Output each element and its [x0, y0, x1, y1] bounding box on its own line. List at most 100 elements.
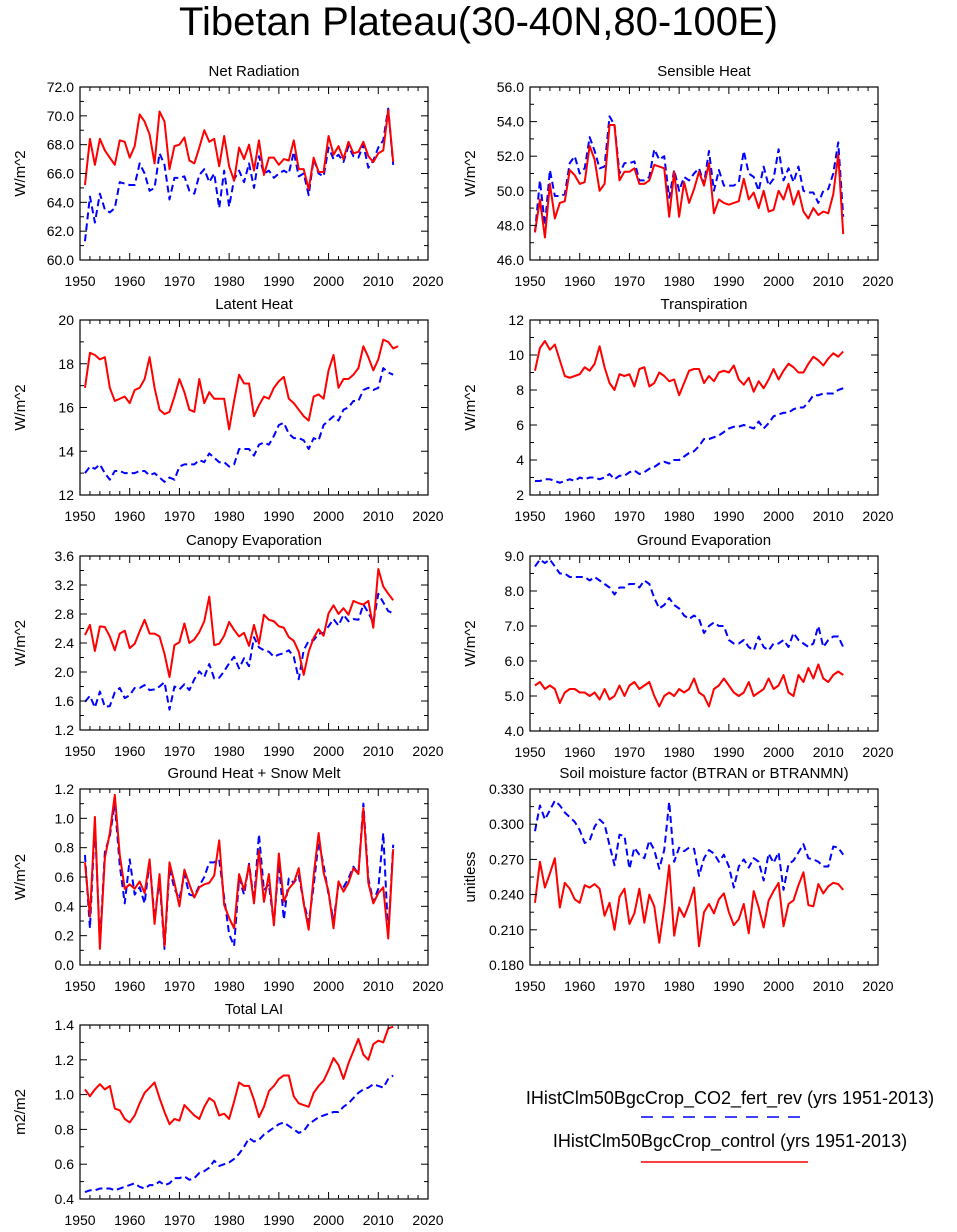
- panel-1-xtick-label: 1950: [64, 273, 95, 289]
- panel-2-xtick-label: 1980: [664, 273, 695, 289]
- panel-6-xtick-label: 1970: [614, 744, 645, 760]
- panel-7-ylabel: W/m^2: [12, 854, 29, 900]
- panel-1-ytick-label: 66.0: [47, 166, 74, 182]
- panel-1-ytick-label: 62.0: [47, 223, 74, 239]
- panel-3-series-control: [83, 338, 399, 431]
- panel-8-ytick-label: 0.240: [489, 887, 524, 903]
- panel-4-xtick-label: 1970: [614, 508, 645, 524]
- panel-6-ytick-label: 5.0: [505, 688, 525, 704]
- panel-1-series-co2: [83, 107, 395, 242]
- panel-5-xtick-label: 1990: [263, 743, 294, 759]
- panel-7-xtick-label: 1980: [214, 978, 245, 994]
- panel-7-xtick-label: 1960: [114, 978, 145, 994]
- panel-6-xtick-label: 2010: [813, 744, 844, 760]
- panel-6-series-control: [534, 663, 844, 708]
- panel-2-xtick-label: 1950: [514, 273, 545, 289]
- panel-1-xtick-label: 1980: [214, 273, 245, 289]
- panel-7-frame: [79, 788, 429, 966]
- panel-1-ytick-label: 60.0: [47, 252, 74, 268]
- panel-8-ytick-label: 0.300: [489, 816, 524, 832]
- panel-9-xtick-label: 2010: [363, 1212, 394, 1228]
- panel-5-xtick-label: 1980: [214, 743, 245, 759]
- panel-4-ytick-label: 6: [516, 417, 524, 433]
- panel-9-xtick-label: 2000: [313, 1212, 344, 1228]
- panel-5-title: Canopy Evaporation: [186, 532, 322, 549]
- panel-8-ytick-label: 0.210: [489, 922, 524, 938]
- panel-2-ytick-label: 46.0: [497, 252, 524, 268]
- panel-4-ytick-label: 4: [516, 452, 524, 468]
- panel-1-xtick-label: 2010: [363, 273, 394, 289]
- panel-1-xtick-label: 1990: [263, 273, 294, 289]
- panel-9-ytick-label: 0.8: [55, 1121, 75, 1137]
- panel-1-ylabel: W/m^2: [12, 150, 29, 196]
- panel-9-ytick-label: 1.2: [55, 1052, 75, 1068]
- panel-7-ytick-label: 0.4: [55, 898, 75, 914]
- legend-label-co2: IHistClm50BgcCrop_CO2_fert_rev (yrs 1951…: [525, 1088, 935, 1108]
- panel-6-ytick-label: 6.0: [505, 653, 525, 669]
- panel-7-xtick-label: 1990: [263, 978, 294, 994]
- panel-8-xtick-label: 1960: [564, 978, 595, 994]
- panel-1-ytick-label: 72.0: [47, 79, 74, 95]
- panel-2-ytick-label: 50.0: [497, 183, 524, 199]
- panel-5-ytick-label: 2.4: [55, 635, 75, 651]
- panel-8-xtick-label: 1970: [614, 978, 645, 994]
- panel-4-xtick-label: 2020: [862, 508, 893, 524]
- panel-4-ytick-label: 2: [516, 487, 524, 503]
- panel-8-xtick-label: 2020: [862, 978, 893, 994]
- panel-2-ytick-label: 52.0: [497, 148, 524, 164]
- panel-7-xtick-label: 2000: [313, 978, 344, 994]
- panel-5-xtick-label: 1970: [164, 743, 195, 759]
- panel-2-title: Sensible Heat: [657, 63, 751, 80]
- figure-title: Tibetan Plateau(30-40N,80-100E): [179, 0, 778, 44]
- panel-5-series-control: [84, 568, 394, 679]
- panel-5-ytick-label: 3.6: [55, 548, 75, 564]
- panel-3-xtick-label: 1980: [214, 508, 245, 524]
- panel-6-title: Ground Evaporation: [637, 532, 771, 549]
- panel-7-xtick-label: 1970: [164, 978, 195, 994]
- panel-8-ytick-label: 0.180: [489, 957, 524, 973]
- panel-3-ytick-label: 18: [58, 356, 74, 372]
- panel-5-ytick-label: 2.8: [55, 606, 75, 622]
- panel-3-xtick-label: 2010: [363, 508, 394, 524]
- panel-8-frame: [529, 788, 879, 966]
- panel-4-frame: [529, 319, 879, 496]
- panel-9-series-co2: [84, 1074, 394, 1193]
- panel-5-ylabel: W/m^2: [12, 620, 29, 666]
- panel-9-xtick-label: 1960: [114, 1212, 145, 1228]
- panel-9-xtick-label: 2020: [412, 1212, 443, 1228]
- panel-7-xtick-label: 2010: [363, 978, 394, 994]
- panel-3-ylabel: W/m^2: [12, 384, 29, 430]
- panel-2-frame: [529, 86, 879, 261]
- panel-9-xtick-label: 1980: [214, 1212, 245, 1228]
- panel-2-ylabel: W/m^2: [462, 150, 479, 196]
- panel-5-ytick-label: 2.0: [55, 664, 75, 680]
- panel-1-xtick-label: 2000: [313, 273, 344, 289]
- panel-9-ylabel: m2/m2: [12, 1089, 29, 1135]
- panel-4-xtick-label: 1960: [564, 508, 595, 524]
- panel-1-frame: [79, 86, 429, 261]
- panel-8-ytick-label: 0.270: [489, 851, 524, 867]
- panel-4-xtick-label: 2010: [813, 508, 844, 524]
- panel-2-xtick-label: 1990: [713, 273, 744, 289]
- panel-7-ytick-label: 1.0: [55, 810, 75, 826]
- panel-6-xtick-label: 1960: [564, 744, 595, 760]
- panel-6-ytick-label: 4.0: [505, 723, 525, 739]
- panel-1-xtick-label: 2020: [412, 273, 443, 289]
- panel-9-ytick-label: 1.0: [55, 1087, 75, 1103]
- panel-3-ytick-label: 14: [58, 443, 74, 459]
- panel-4-series-co2: [534, 387, 844, 484]
- panel-4-xtick-label: 1990: [713, 508, 744, 524]
- panel-2-series-control: [533, 124, 845, 239]
- panel-9-title: Total LAI: [225, 1001, 283, 1018]
- panel-7-ytick-label: 0.8: [55, 840, 75, 856]
- panel-1-ytick-label: 70.0: [47, 108, 74, 124]
- panel-8-ylabel: unitless: [462, 852, 479, 903]
- panel-9-series-control: [84, 1025, 394, 1126]
- panel-3-ytick-label: 12: [58, 487, 74, 503]
- panel-9-ytick-label: 1.4: [55, 1017, 75, 1033]
- panel-5-xtick-label: 2010: [363, 743, 394, 759]
- panel-6-ytick-label: 7.0: [505, 618, 525, 634]
- panel-4-ylabel: W/m^2: [462, 384, 479, 430]
- panel-4-series-control: [533, 340, 844, 397]
